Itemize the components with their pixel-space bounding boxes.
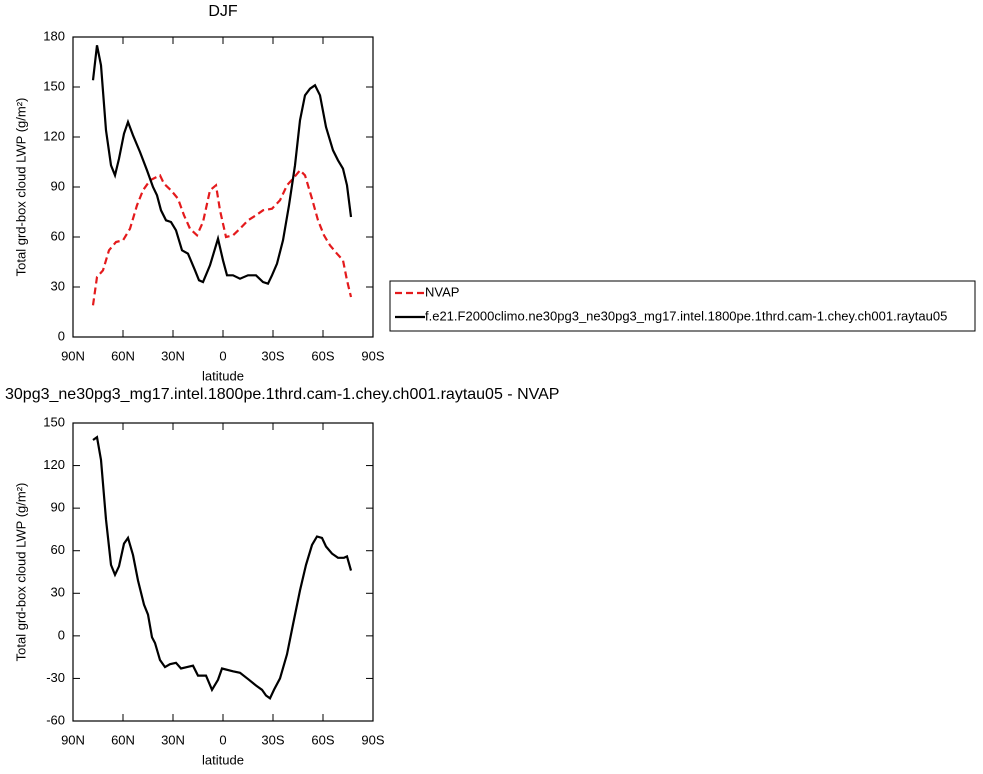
legend-box bbox=[389, 280, 976, 332]
series-line bbox=[92, 435, 353, 700]
x-tick-label: 90N bbox=[61, 348, 85, 363]
y-tick-label: -60 bbox=[46, 712, 65, 727]
chart-title: DJF bbox=[208, 3, 238, 20]
y-tick-label: 60 bbox=[51, 228, 65, 243]
x-tick-label: 60N bbox=[111, 732, 135, 747]
x-tick-label: 90S bbox=[361, 732, 384, 747]
y-tick-label: 150 bbox=[43, 414, 65, 429]
x-tick-label: 30N bbox=[161, 732, 185, 747]
y-tick-label: 90 bbox=[51, 178, 65, 193]
legend-label: f.e21.F2000climo.ne30pg3_ne30pg3_mg17.in… bbox=[425, 308, 947, 323]
x-tick-label: 30N bbox=[161, 348, 185, 363]
y-tick-label: 120 bbox=[43, 457, 65, 472]
x-tick-label: 30S bbox=[261, 732, 284, 747]
plot-frame bbox=[72, 422, 374, 722]
x-tick-label: 90S bbox=[361, 348, 384, 363]
y-tick-label: 150 bbox=[43, 78, 65, 93]
plot-frame bbox=[72, 36, 374, 338]
y-tick-label: 30 bbox=[51, 585, 65, 600]
y-tick-label: -30 bbox=[46, 670, 65, 685]
y-tick-label: 90 bbox=[51, 500, 65, 515]
x-tick-label: 90N bbox=[61, 732, 85, 747]
y-tick-label: 60 bbox=[51, 542, 65, 557]
series-line bbox=[91, 45, 353, 286]
y-tick-label: 30 bbox=[51, 278, 65, 293]
x-tick-label: 60S bbox=[311, 348, 334, 363]
x-tick-label: 60S bbox=[311, 732, 334, 747]
y-tick-label: 0 bbox=[58, 627, 65, 642]
x-tick-label: 0 bbox=[219, 732, 226, 747]
y-tick-label: 0 bbox=[58, 328, 65, 343]
x-tick-label: 60N bbox=[111, 348, 135, 363]
x-axis-label: latitude bbox=[202, 368, 244, 383]
y-axis-label: Total grd-box cloud LWP (g/m²) bbox=[13, 483, 28, 662]
chart-title: 30pg3_ne30pg3_mg17.intel.1800pe.1thrd.ca… bbox=[5, 386, 559, 403]
y-axis-label: Total grd-box cloud LWP (g/m²) bbox=[13, 98, 28, 277]
y-tick-label: 180 bbox=[43, 28, 65, 43]
series-line bbox=[91, 168, 353, 306]
y-tick-label: 120 bbox=[43, 128, 65, 143]
x-tick-label: 0 bbox=[219, 348, 226, 363]
x-tick-label: 30S bbox=[261, 348, 284, 363]
legend-label: NVAP bbox=[425, 284, 459, 299]
x-axis-label: latitude bbox=[202, 752, 244, 767]
